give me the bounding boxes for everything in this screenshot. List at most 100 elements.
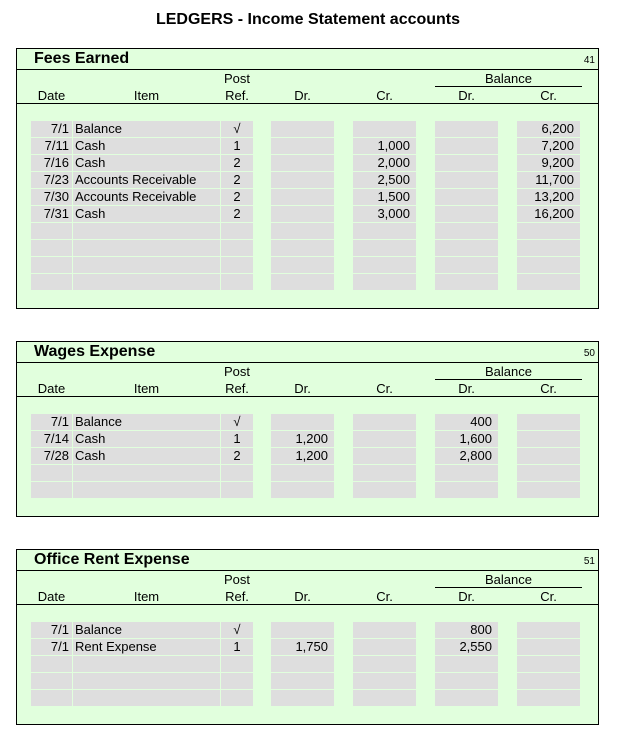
credit-cell[interactable] xyxy=(353,414,416,430)
date-cell[interactable]: 7/31 xyxy=(31,206,72,222)
post-ref-cell[interactable] xyxy=(221,465,253,481)
date-cell[interactable]: 7/1 xyxy=(31,622,72,638)
debit-cell[interactable]: 1,200 xyxy=(271,448,334,464)
balance-credit-cell[interactable]: 7,200 xyxy=(517,138,580,154)
credit-cell[interactable] xyxy=(353,257,416,273)
balance-debit-cell[interactable] xyxy=(435,189,498,205)
date-cell[interactable] xyxy=(31,656,72,672)
credit-cell[interactable] xyxy=(353,240,416,256)
debit-cell[interactable] xyxy=(271,138,334,154)
item-cell[interactable]: Cash xyxy=(73,448,220,464)
balance-debit-cell[interactable]: 400 xyxy=(435,414,498,430)
credit-cell[interactable] xyxy=(353,431,416,447)
credit-cell[interactable] xyxy=(353,274,416,290)
post-ref-cell[interactable] xyxy=(221,482,253,498)
balance-credit-cell[interactable]: 13,200 xyxy=(517,189,580,205)
credit-cell[interactable] xyxy=(353,639,416,655)
item-cell[interactable]: Cash xyxy=(73,155,220,171)
credit-cell[interactable] xyxy=(353,223,416,239)
post-ref-cell[interactable] xyxy=(221,690,253,706)
credit-cell[interactable] xyxy=(353,121,416,137)
credit-cell[interactable] xyxy=(353,622,416,638)
balance-credit-cell[interactable] xyxy=(517,639,580,655)
balance-debit-cell[interactable] xyxy=(435,240,498,256)
item-cell[interactable]: Rent Expense xyxy=(73,639,220,655)
balance-credit-cell[interactable] xyxy=(517,274,580,290)
balance-credit-cell[interactable] xyxy=(517,656,580,672)
item-cell[interactable]: Balance xyxy=(73,622,220,638)
debit-cell[interactable] xyxy=(271,622,334,638)
post-ref-cell[interactable]: 2 xyxy=(221,155,253,171)
debit-cell[interactable] xyxy=(271,465,334,481)
post-ref-cell[interactable] xyxy=(221,257,253,273)
debit-cell[interactable]: 1,750 xyxy=(271,639,334,655)
date-cell[interactable]: 7/28 xyxy=(31,448,72,464)
balance-credit-cell[interactable] xyxy=(517,414,580,430)
date-cell[interactable] xyxy=(31,673,72,689)
balance-debit-cell[interactable]: 2,550 xyxy=(435,639,498,655)
balance-credit-cell[interactable]: 6,200 xyxy=(517,121,580,137)
item-cell[interactable] xyxy=(73,240,220,256)
balance-credit-cell[interactable] xyxy=(517,240,580,256)
item-cell[interactable]: Cash xyxy=(73,206,220,222)
item-cell[interactable]: Balance xyxy=(73,414,220,430)
debit-cell[interactable] xyxy=(271,257,334,273)
post-ref-cell[interactable]: 1 xyxy=(221,138,253,154)
balance-debit-cell[interactable]: 1,600 xyxy=(435,431,498,447)
balance-debit-cell[interactable] xyxy=(435,274,498,290)
item-cell[interactable] xyxy=(73,690,220,706)
debit-cell[interactable]: 1,200 xyxy=(271,431,334,447)
date-cell[interactable]: 7/30 xyxy=(31,189,72,205)
post-ref-cell[interactable] xyxy=(221,240,253,256)
balance-debit-cell[interactable]: 2,800 xyxy=(435,448,498,464)
credit-cell[interactable] xyxy=(353,448,416,464)
post-ref-cell[interactable]: 1 xyxy=(221,431,253,447)
post-ref-cell[interactable]: 2 xyxy=(221,172,253,188)
post-ref-cell[interactable]: 2 xyxy=(221,448,253,464)
item-cell[interactable] xyxy=(73,673,220,689)
balance-debit-cell[interactable] xyxy=(435,121,498,137)
date-cell[interactable] xyxy=(31,274,72,290)
item-cell[interactable] xyxy=(73,274,220,290)
debit-cell[interactable] xyxy=(271,690,334,706)
balance-debit-cell[interactable]: 800 xyxy=(435,622,498,638)
post-ref-cell[interactable] xyxy=(221,223,253,239)
credit-cell[interactable]: 3,000 xyxy=(353,206,416,222)
date-cell[interactable]: 7/11 xyxy=(31,138,72,154)
balance-credit-cell[interactable]: 9,200 xyxy=(517,155,580,171)
balance-debit-cell[interactable] xyxy=(435,206,498,222)
balance-credit-cell[interactable] xyxy=(517,448,580,464)
item-cell[interactable]: Accounts Receivable xyxy=(73,172,220,188)
credit-cell[interactable] xyxy=(353,690,416,706)
date-cell[interactable] xyxy=(31,465,72,481)
debit-cell[interactable] xyxy=(271,189,334,205)
date-cell[interactable]: 7/1 xyxy=(31,639,72,655)
debit-cell[interactable] xyxy=(271,673,334,689)
balance-credit-cell[interactable] xyxy=(517,690,580,706)
credit-cell[interactable] xyxy=(353,673,416,689)
balance-credit-cell[interactable] xyxy=(517,482,580,498)
balance-credit-cell[interactable]: 16,200 xyxy=(517,206,580,222)
balance-credit-cell[interactable]: 11,700 xyxy=(517,172,580,188)
credit-cell[interactable]: 2,500 xyxy=(353,172,416,188)
date-cell[interactable] xyxy=(31,257,72,273)
debit-cell[interactable] xyxy=(271,656,334,672)
credit-cell[interactable] xyxy=(353,465,416,481)
balance-credit-cell[interactable] xyxy=(517,465,580,481)
balance-debit-cell[interactable] xyxy=(435,465,498,481)
item-cell[interactable]: Cash xyxy=(73,138,220,154)
balance-debit-cell[interactable] xyxy=(435,172,498,188)
balance-debit-cell[interactable] xyxy=(435,223,498,239)
balance-debit-cell[interactable] xyxy=(435,656,498,672)
item-cell[interactable]: Balance xyxy=(73,121,220,137)
post-ref-cell[interactable]: 2 xyxy=(221,189,253,205)
balance-credit-cell[interactable] xyxy=(517,622,580,638)
item-cell[interactable] xyxy=(73,257,220,273)
balance-debit-cell[interactable] xyxy=(435,673,498,689)
item-cell[interactable] xyxy=(73,482,220,498)
debit-cell[interactable] xyxy=(271,155,334,171)
debit-cell[interactable] xyxy=(271,121,334,137)
date-cell[interactable] xyxy=(31,482,72,498)
balance-credit-cell[interactable] xyxy=(517,431,580,447)
post-ref-cell[interactable]: √ xyxy=(221,622,253,638)
